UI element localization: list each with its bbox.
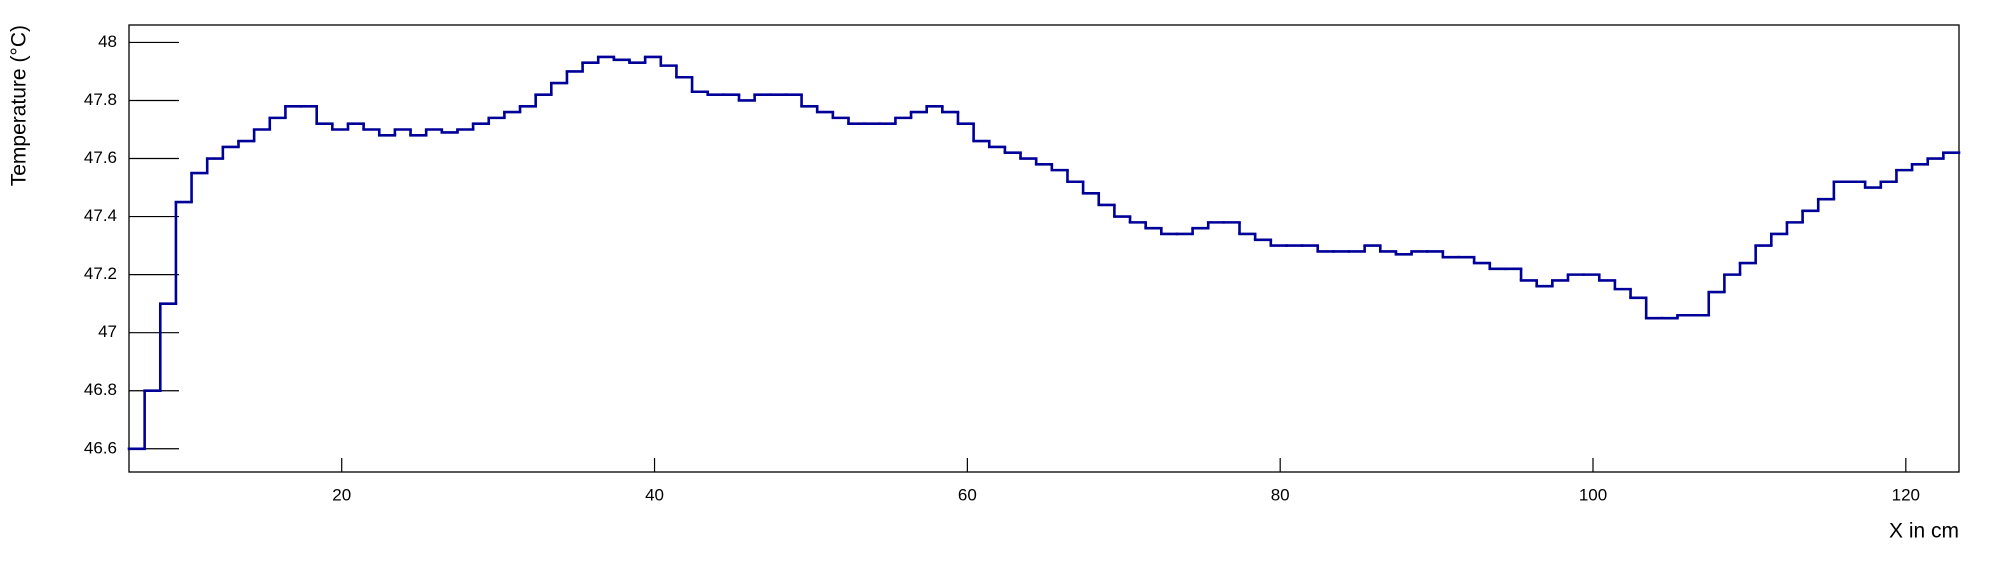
y-axis-title: Temperature (°C) (8, 25, 31, 186)
x-tick-label: 100 (1579, 485, 1607, 504)
y-tick-label: 48 (98, 32, 117, 51)
y-tick-label: 46.8 (84, 380, 117, 399)
x-tick-label: 60 (958, 485, 977, 504)
y-tick-label: 47.4 (84, 206, 117, 225)
y-tick-label: 47.8 (84, 90, 117, 109)
x-tick-label: 20 (332, 485, 351, 504)
y-tick-label: 47.6 (84, 148, 117, 167)
y-tick-label: 47 (98, 322, 117, 341)
y-tick-label: 47.2 (84, 264, 117, 283)
y-tick-label: 46.6 (84, 438, 117, 457)
plot-frame (128, 24, 1960, 473)
x-tick-label: 120 (1892, 485, 1920, 504)
x-axis-title: X in cm (1889, 520, 1959, 543)
x-tick-label: 80 (1271, 485, 1290, 504)
x-tick-label: 40 (645, 485, 664, 504)
